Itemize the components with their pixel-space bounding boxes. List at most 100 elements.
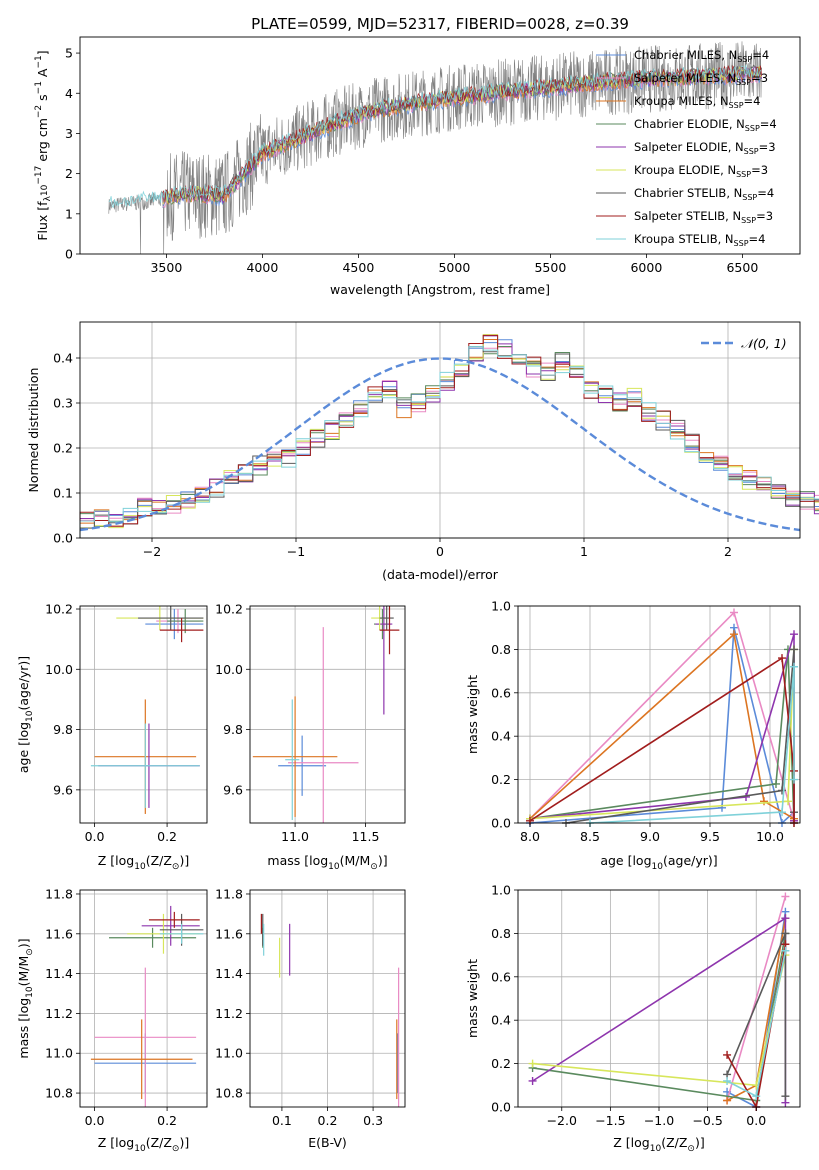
age-vs-Z-panel: 0.0 0.29.69.810.010.2Z [log10(Z/Z⊙)]age [… [16, 602, 208, 872]
weight-marker [781, 914, 790, 923]
mass-vs-ebv-panel: 0.1 0.2 0.3 10.8 11.0 11.2 11.4 11.6 11.8 E(B-V) [215, 886, 406, 1150]
x-tick-label: 0.3 [363, 1113, 383, 1128]
weight-vs-age-frame [517, 605, 801, 824]
legend-name: Salpeter STELIB, N [634, 209, 741, 223]
y-tick-label: 11.2 [215, 1006, 243, 1021]
model-spectrum-kroupa-stelib [108, 64, 762, 208]
y-tick-label: 0.2 [491, 1056, 511, 1071]
x-tick-label: 11.0 [281, 829, 309, 844]
spectrum-frame [79, 36, 801, 255]
legend-name: Kroupa STELIB, N [634, 232, 734, 246]
age-vs-mass-panel: 11.0 11.5 9.6 9.8 10.0 10.2 mass [log10(M/M⊙)] [215, 602, 406, 872]
y-axis-label: Flux [fλ10−17 erg cm−2 s−1 A−1] [34, 50, 53, 240]
x-axis-label: Z [log10(Z/Z⊙)] [98, 1135, 189, 1154]
x-tick-label: −2.0 [547, 1113, 577, 1128]
label-part: (Z/Z [146, 1135, 172, 1150]
y-tick-label: 1.0 [491, 883, 511, 898]
label-part: −2 [34, 105, 44, 118]
y-tick-label: 9.8 [223, 722, 243, 737]
errorbar-kroupa-miles [90, 1019, 193, 1100]
y-tick-label: 11.6 [45, 926, 73, 941]
label-part: )] [378, 853, 388, 868]
errorbar-kroupa-stelib [90, 723, 200, 808]
y-tick-label: 0.2 [491, 772, 511, 787]
label-part: (Z/Z [146, 853, 172, 868]
label-part: (M/M [340, 853, 371, 868]
label-part: 10 [40, 184, 50, 196]
legend-label: Chabrier ELODIE, NSSP=4 [634, 117, 777, 133]
label-part: Flux [f [35, 201, 50, 241]
weight-marker [790, 662, 798, 671]
weight-marker [730, 608, 738, 617]
errorbar-chabrier-miles [145, 609, 204, 640]
y-axis-label: age [log10(age/yr)] [16, 656, 35, 773]
weight-line-kroupa-miles [529, 632, 795, 820]
weight-marker [723, 1050, 732, 1059]
x-axis-label: Z [log10(Z/Z⊙)] [98, 853, 189, 872]
weight-marker [730, 630, 738, 639]
label-part: A [35, 68, 50, 81]
legend-sub: SSP [742, 193, 757, 202]
x-tick-label: 0.2 [318, 1113, 338, 1128]
label-part: 10 [328, 862, 340, 872]
label-part: ⊙ [172, 1144, 180, 1154]
x-tick-label: 6000 [630, 260, 662, 275]
weight-marker [723, 1076, 732, 1085]
weight-vs-Z-panel: −2.0 −1.5 −1.0 −0.5 0.0 0.0 0.2 0.4 0.6 0.8 1.0 Z [… [465, 883, 801, 1154]
legend-label: Chabrier STELIB, NSSP=4 [634, 186, 774, 202]
mass-vs-Z-panel: 0.0 0.210.811.011.211.411.611.8Z [log10(Z… [16, 886, 208, 1154]
weight-marker [778, 808, 786, 817]
age-vs-mass-plot-area [252, 606, 400, 823]
y-tick-label: 11.4 [45, 966, 73, 981]
legend-tail: =4 [749, 232, 766, 246]
legend-tail: =4 [757, 186, 774, 200]
label-part: λ [43, 195, 53, 201]
y-tick-label: 11.4 [215, 966, 243, 981]
x-tick-label: 0.1 [272, 1113, 292, 1128]
figure-title: PLATE=0599, MJD=52317, FIBERID=0028, z=0… [251, 15, 629, 33]
label-part: −17 [34, 166, 44, 185]
spectrum-panel: 3500 4000 4500 5000 5500 6000 6500 0 1 2 3 4 5 wavele… [34, 36, 801, 297]
weight-marker [781, 929, 790, 938]
x-tick-label: 10.0 [756, 829, 784, 844]
weight-marker [781, 892, 790, 901]
y-tick-label: 0 [65, 247, 73, 262]
label-part: −1 [34, 81, 44, 94]
y-tick-label: 0.4 [491, 729, 511, 744]
residuals-plot-area [79, 334, 819, 538]
errorbar-chabrier-elodie [167, 609, 204, 634]
x-axis-label: wavelength [Angstrom, rest frame] [330, 282, 550, 297]
legend-sub: SSP [734, 239, 749, 248]
legend-sub: SSP [729, 101, 744, 110]
x-tick-label: −1.5 [595, 1113, 625, 1128]
x-tick-label: −0.5 [692, 1113, 722, 1128]
weight-line-salpeter-miles [529, 610, 795, 822]
y-tick-label: 11.8 [215, 886, 243, 901]
errorbar-salpeter-stelib [148, 911, 200, 928]
weight-marker [790, 630, 798, 639]
label-part: 10 [134, 862, 146, 872]
y-tick-label: 2 [65, 166, 73, 181]
weight-marker [778, 786, 786, 795]
y-tick-label: 0.0 [491, 816, 511, 831]
y-tick-label: 9.6 [223, 782, 243, 797]
legend-tail: =3 [756, 209, 773, 223]
x-tick-label: −1.0 [644, 1113, 674, 1128]
mass-vs-Z-frame [79, 889, 208, 1108]
y-tick-label: 5 [65, 46, 73, 61]
weight-marker [760, 797, 768, 806]
legend-label: Salpeter ELODIE, NSSP=3 [634, 140, 776, 156]
label-part: ] [35, 50, 50, 55]
weight-marker [790, 645, 798, 654]
errorbar-chabrier-stelib [138, 606, 204, 631]
legend-name: Salpeter ELODIE, N [634, 140, 744, 154]
weight-marker [772, 779, 780, 788]
label-part: ⊙ [25, 948, 35, 956]
legend-sub: SSP [744, 147, 759, 156]
weight-marker [528, 1059, 537, 1068]
weight-vs-age-plot-area [526, 608, 798, 827]
model-spectrum-salpeter-stelib [162, 64, 762, 202]
y-tick-label: 4 [65, 86, 73, 101]
spectrum-plot-area [108, 41, 762, 255]
weight-line-salpeter-stelib [529, 656, 795, 823]
